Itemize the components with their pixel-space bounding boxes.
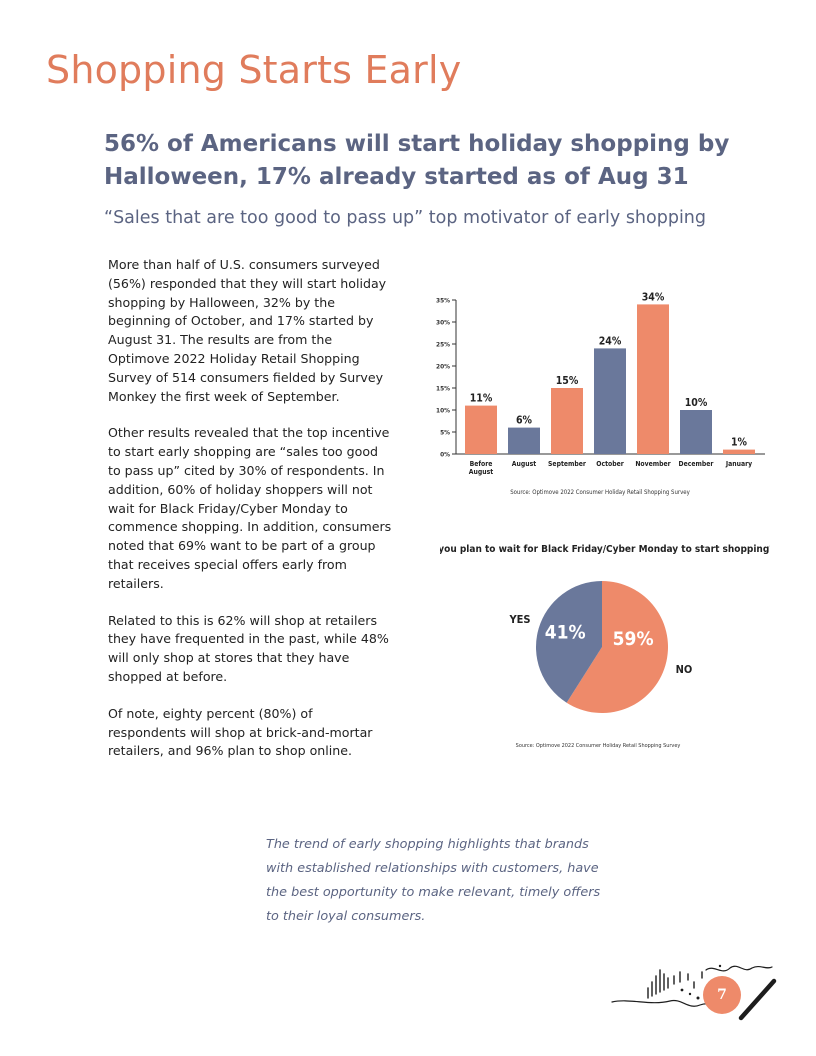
page-title: Shopping Starts Early bbox=[46, 48, 462, 92]
bar-value-label: 11% bbox=[470, 393, 493, 405]
bar-value-label: 10% bbox=[685, 397, 708, 409]
y-tick-label: 10% bbox=[436, 407, 450, 415]
x-tick-label: October bbox=[596, 460, 624, 468]
bar bbox=[551, 388, 583, 454]
y-tick-label: 15% bbox=[436, 385, 450, 393]
bar bbox=[508, 427, 540, 454]
y-tick-label: 35% bbox=[436, 297, 450, 305]
bar bbox=[680, 410, 712, 454]
bar-value-label: 24% bbox=[599, 335, 622, 347]
headline: 56% of Americans will start holiday shop… bbox=[104, 131, 730, 190]
pie-value-label: 59% bbox=[613, 628, 654, 650]
body-paragraph: Related to this is 62% will shop at reta… bbox=[108, 612, 389, 684]
pie-category-label: YES bbox=[508, 613, 530, 626]
bar-value-label: 34% bbox=[642, 291, 665, 303]
y-tick-label: 30% bbox=[436, 319, 450, 327]
x-tick-label: September bbox=[548, 460, 586, 468]
pen-icon bbox=[738, 978, 777, 1021]
pie-source: Source: Optimove 2022 Consumer Holiday R… bbox=[516, 743, 681, 749]
pie-title: Do you plan to wait for Black Friday/Cyb… bbox=[440, 544, 770, 555]
page-number: 7 bbox=[703, 976, 741, 1014]
subheadline: “Sales that are too good to pass up” top… bbox=[104, 208, 707, 228]
chart-source: Source: Optimove 2022 Consumer Holiday R… bbox=[510, 489, 690, 496]
bar bbox=[723, 449, 755, 454]
bar bbox=[465, 405, 497, 454]
pie-chart: Do you plan to wait for Black Friday/Cyb… bbox=[440, 544, 770, 749]
pie-slice bbox=[566, 581, 668, 713]
body-paragraph: More than half of U.S. consumers surveye… bbox=[108, 257, 387, 404]
bar bbox=[637, 304, 669, 454]
bar bbox=[594, 348, 626, 454]
x-tick-label: December bbox=[679, 460, 714, 468]
body-paragraph: Other results revealed that the top ince… bbox=[108, 425, 392, 591]
y-tick-label: 20% bbox=[436, 363, 450, 371]
body-paragraph: Of note, eighty percent (80%) of respond… bbox=[108, 705, 373, 759]
pull-quote: The trend of early shopping highlights t… bbox=[266, 837, 601, 924]
x-tick-label: Before August bbox=[469, 460, 493, 476]
pie-value-label: 41% bbox=[545, 622, 586, 644]
bar-value-label: 15% bbox=[556, 375, 579, 387]
x-tick-label: August bbox=[512, 460, 536, 468]
y-tick-label: 0% bbox=[440, 451, 450, 459]
y-tick-label: 5% bbox=[440, 429, 450, 437]
bar-value-label: 6% bbox=[516, 415, 533, 427]
x-tick-label: November bbox=[635, 460, 670, 468]
body-text: More than half of U.S. consumers surveye… bbox=[108, 256, 394, 779]
pie-category-label: NO bbox=[676, 663, 693, 676]
pie-slice bbox=[536, 581, 602, 703]
y-tick-label: 25% bbox=[436, 341, 450, 349]
x-tick-label: January bbox=[725, 460, 752, 468]
bar-chart: 0% 5% 10% 15% 20% 25% 30% 35% 11% Before August 6% A… bbox=[436, 291, 765, 496]
bar-value-label: 1% bbox=[731, 437, 748, 449]
